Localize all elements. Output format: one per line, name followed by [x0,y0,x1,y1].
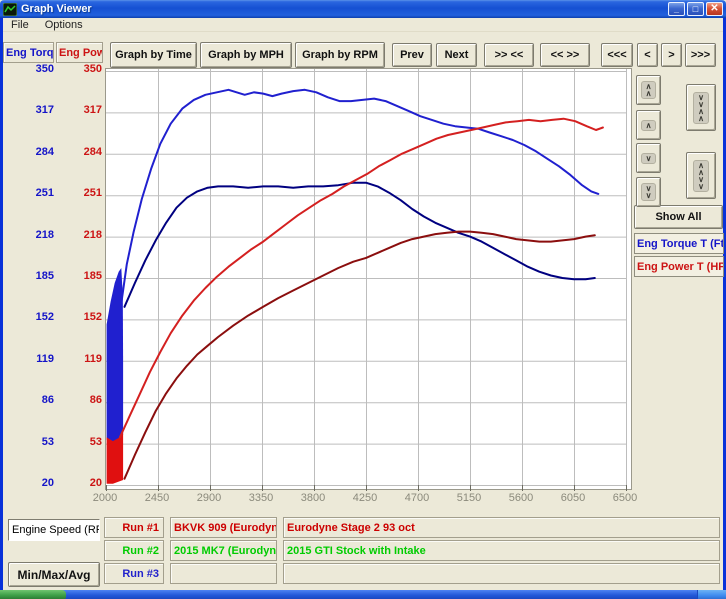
min-max-avg-button[interactable]: Min/Max/Avg [8,562,100,587]
menu-item-options[interactable]: Options [44,18,83,31]
y-tick-label-power: 152 [83,311,102,324]
start-button[interactable] [0,590,66,599]
x-channel-field[interactable]: Engine Speed (RPM) [8,519,100,541]
y-tick-label-torque: 86 [41,394,54,407]
run-desc-field-3[interactable] [283,563,720,584]
y-tick-label-power: 284 [83,145,102,158]
scroll-right-fast-button[interactable]: >>> [685,43,716,67]
axis-channel-box-power[interactable]: Eng Power [56,42,103,63]
system-tray[interactable] [697,590,726,599]
series-run-2-eng-torque-stock- [123,181,596,308]
y-tick-label-power: 53 [89,435,102,448]
y-tick-label-torque: 317 [35,104,54,117]
app-icon [3,2,17,16]
y-tick-label-torque: 218 [35,228,54,241]
series-run-1-eng-torque-stage-2- [117,88,600,323]
x-tick-label: 6050 [560,492,586,504]
taskbar[interactable] [0,590,726,599]
y-tick-label-power: 350 [83,63,102,75]
y-tick-label-torque: 284 [35,145,54,158]
y-tick-label-torque: 152 [35,311,54,324]
graph-by-rpm-button[interactable]: Graph by RPM [295,42,385,68]
prev-button[interactable]: Prev [392,43,432,67]
run-label-3: Run #3 [104,563,164,584]
power-start-noise [106,432,124,484]
y-tick-label-torque: 350 [35,63,54,75]
graph-by-mph-button[interactable]: Graph by MPH [200,42,292,68]
x-tick-label: 5150 [456,492,482,504]
legend-entry-power[interactable]: Eng Power T (HP) [634,256,724,277]
run-file-field-2[interactable]: 2015 MK7 (Eurodyne, B [170,540,277,561]
y-tick-label-torque: 185 [35,269,54,282]
run-desc-field-2[interactable]: 2015 GTI Stock with Intake [283,540,720,561]
y-tick-label-torque: 53 [41,435,54,448]
y-tick-label-power: 185 [83,269,102,282]
graph-by-time-button[interactable]: Graph by Time [110,42,197,68]
run-desc-field-1[interactable]: Eurodyne Stage 2 93 oct [283,517,720,538]
window-border-right [723,18,726,590]
x-tick-label: 2450 [144,492,170,504]
compress-x-button[interactable]: >> << [484,43,534,67]
maximize-button[interactable]: □ [687,2,704,16]
scroll-down-double-button[interactable]: ∨ ∨ [636,177,661,207]
y-tick-label-power: 20 [89,476,102,489]
y-tick-label-power: 119 [84,352,102,365]
x-tick-label: 4700 [404,492,430,504]
scroll-down-button[interactable]: ∨ [636,143,661,173]
scroll-left-button[interactable]: < [637,43,658,67]
scroll-up-button[interactable]: ∧ [636,110,661,140]
show-all-button[interactable]: Show All [634,205,723,229]
titlebar[interactable]: Graph Viewer _ □ ✕ [0,0,726,18]
menu-item-file[interactable]: File [11,18,29,31]
x-tick-label: 2900 [196,492,222,504]
y-tick-label-power: 251 [83,187,102,200]
plot-area[interactable] [105,68,632,491]
x-tick-label: 4250 [352,492,378,504]
y-tick-label-torque: 20 [41,476,54,489]
run-label-1: Run #1 [104,517,164,538]
y-tick-label-torque: 119 [36,352,54,365]
y-tick-label-power: 86 [89,394,102,407]
menubar: File Options [3,18,723,32]
chart-canvas [106,69,627,491]
collapse-vertical-button[interactable]: ∨ ∨ ∧ ∧ [686,84,716,131]
y-tick-label-power: 218 [83,228,102,241]
x-tick-label: 6500 [612,492,638,504]
x-tick-label: 5600 [508,492,534,504]
scroll-up-double-button[interactable]: ∧ ∧ [636,75,661,105]
x-tick-label: 3800 [300,492,326,504]
y-tick-label-power: 317 [83,104,102,117]
run-file-field-1[interactable]: BKVK 909 (Eurodyne, B [170,517,277,538]
legend-entry-torque[interactable]: Eng Torque T (Ft-lb) [634,233,724,254]
run-file-field-3[interactable] [170,563,277,584]
minimize-button[interactable]: _ [668,2,685,16]
scroll-right-button[interactable]: > [661,43,682,67]
expand-x-button[interactable]: << >> [540,43,590,67]
expand-vertical-button[interactable]: ∧ ∧ ∨ ∨ [686,152,716,199]
axis-channel-box-torque[interactable]: Eng Torque [3,42,54,63]
window-title: Graph Viewer [21,3,92,15]
series-run-2-eng-power-stock- [123,230,596,480]
scroll-left-fast-button[interactable]: <<< [601,43,633,67]
run-label-2: Run #2 [104,540,164,561]
series-run-1-eng-power-stage-2- [118,117,604,439]
window-border-left [0,18,3,590]
x-tick-label: 2000 [92,492,118,504]
x-tick-label: 3350 [248,492,274,504]
torque-start-noise [106,268,124,445]
y-tick-label-torque: 251 [35,187,54,200]
next-button[interactable]: Next [436,43,477,67]
close-button[interactable]: ✕ [706,2,723,16]
